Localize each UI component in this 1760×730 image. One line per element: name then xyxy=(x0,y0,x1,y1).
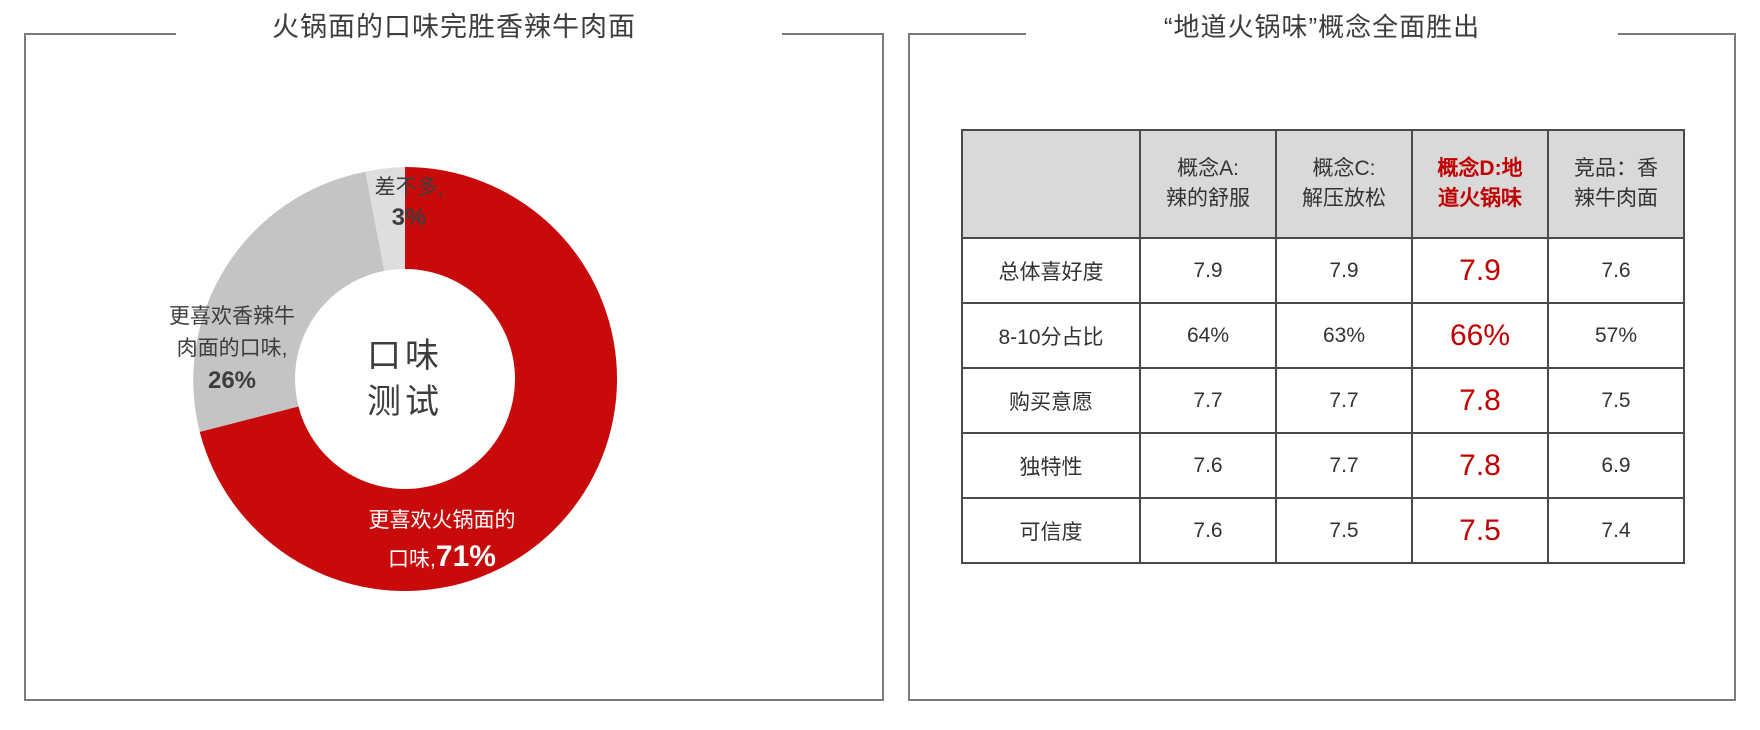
donut-svg xyxy=(193,167,618,591)
table-header-row: 概念A: 辣的舒服 概念C: 解压放松 概念D:地 道火锅味 竞品：香 xyxy=(961,129,1685,239)
panel-border-right xyxy=(1734,33,1736,701)
table-header-concept-a-line1: 概念A: xyxy=(1177,157,1239,180)
cell-overall-liking-a: 7.9 xyxy=(1139,237,1277,304)
cell-believability-competitor: 7.4 xyxy=(1547,497,1685,564)
row-label-overall-liking: 总体喜好度 xyxy=(961,237,1141,304)
table-body: 总体喜好度 7.9 7.9 7.9 7.6 8-10分占比 64% 63% 66… xyxy=(961,237,1685,564)
table-header-concept-c-line2: 解压放松 xyxy=(1302,187,1386,210)
table-header-concept-c-line1: 概念C: xyxy=(1312,157,1376,180)
table-header-concept-d-line1: 概念D:地 xyxy=(1437,157,1523,180)
table-header-concept-d: 概念D:地 道火锅味 xyxy=(1411,129,1549,239)
cell-overall-liking-c: 7.9 xyxy=(1275,237,1413,304)
donut-label-red-row-2: 口味,71% xyxy=(312,539,572,578)
donut-label-gray-text-2: 肉面的口味, xyxy=(176,337,288,360)
panel-border-left xyxy=(908,33,910,701)
panel-border-top-left xyxy=(908,33,1026,35)
table-row: 独特性 7.6 7.7 7.8 6.9 xyxy=(961,432,1685,499)
cell-purchase-intent-d: 7.8 xyxy=(1411,367,1549,434)
right-panel-title: “地道火锅味”概念全面胜出 xyxy=(1163,12,1481,42)
donut-label-red-text-1: 更喜欢火锅面的 xyxy=(368,509,516,532)
row-label-believability: 可信度 xyxy=(961,497,1141,564)
cell-purchase-intent-competitor: 7.5 xyxy=(1547,367,1685,434)
concept-table-wrapper: 概念A: 辣的舒服 概念C: 解压放松 概念D:地 道火锅味 竞品：香 xyxy=(909,129,1737,564)
table-row: 购买意愿 7.7 7.7 7.8 7.5 xyxy=(961,367,1685,434)
panel-border-top-right xyxy=(1618,33,1736,35)
cell-top3-box-d: 66% xyxy=(1411,302,1549,369)
cell-uniqueness-d: 7.8 xyxy=(1411,432,1549,499)
table-row: 8-10分占比 64% 63% 66% 57% xyxy=(961,302,1685,369)
table-header-competitor-line1: 竞品：香 xyxy=(1574,157,1658,180)
row-label-uniqueness: 独特性 xyxy=(961,432,1141,499)
panel-border-top-left xyxy=(24,33,176,35)
right-panel: “地道火锅味”概念全面胜出 概念A: 辣的舒服 概念C: 解 xyxy=(908,12,1737,701)
cell-top3-box-a: 64% xyxy=(1139,302,1277,369)
table-header-corner xyxy=(961,129,1141,239)
table-header-competitor-line2: 辣牛肉面 xyxy=(1574,187,1658,210)
donut-label-gray: 更喜欢香辣牛 肉面的口味, 26% xyxy=(132,301,332,397)
cell-believability-a: 7.6 xyxy=(1139,497,1277,564)
table-header-concept-a-line2: 辣的舒服 xyxy=(1166,187,1250,210)
table-header: 概念A: 辣的舒服 概念C: 解压放松 概念D:地 道火锅味 竞品：香 xyxy=(961,129,1685,239)
donut-label-light-gray-pct: 3% xyxy=(391,204,427,231)
left-panel: 火锅面的口味完胜香辣牛肉面 口味 测试 差不多, 3% 更喜欢香辣牛 xyxy=(24,12,884,701)
donut-label-light-gray: 差不多, 3% xyxy=(324,173,494,233)
cell-believability-c: 7.5 xyxy=(1275,497,1413,564)
donut-hole xyxy=(295,269,515,489)
donut-chart: 口味 测试 差不多, 3% 更喜欢香辣牛 肉面的口味, 26% 更喜欢火锅面的 … xyxy=(24,33,884,701)
panel-border-top-right xyxy=(782,33,884,35)
table-row: 可信度 7.6 7.5 7.5 7.4 xyxy=(961,497,1685,564)
panel-border-bottom xyxy=(24,699,884,701)
cell-purchase-intent-c: 7.7 xyxy=(1275,367,1413,434)
row-label-purchase-intent: 购买意愿 xyxy=(961,367,1141,434)
concept-comparison-table: 概念A: 辣的舒服 概念C: 解压放松 概念D:地 道火锅味 竞品：香 xyxy=(961,129,1685,564)
table-header-concept-a: 概念A: 辣的舒服 xyxy=(1139,129,1277,239)
panel-border-left xyxy=(24,33,26,701)
left-panel-title: 火锅面的口味完胜香辣牛肉面 xyxy=(272,12,636,42)
panel-border-right xyxy=(882,33,884,701)
donut-label-light-gray-text: 差不多, xyxy=(374,176,444,199)
panel-border-bottom xyxy=(908,699,1736,701)
table-header-concept-c: 概念C: 解压放松 xyxy=(1275,129,1413,239)
cell-purchase-intent-a: 7.7 xyxy=(1139,367,1277,434)
donut-label-red-text-2: 口味, xyxy=(388,548,436,571)
table-header-competitor: 竞品：香 辣牛肉面 xyxy=(1547,129,1685,239)
donut-label-red-pct: 71% xyxy=(435,540,496,573)
cell-believability-d: 7.5 xyxy=(1411,497,1549,564)
donut-label-red: 更喜欢火锅面的 口味,71% xyxy=(312,503,572,578)
table-header-concept-d-line2: 道火锅味 xyxy=(1438,187,1522,210)
table-row: 总体喜好度 7.9 7.9 7.9 7.6 xyxy=(961,237,1685,304)
cell-uniqueness-a: 7.6 xyxy=(1139,432,1277,499)
cell-uniqueness-competitor: 6.9 xyxy=(1547,432,1685,499)
row-label-top3-box: 8-10分占比 xyxy=(961,302,1141,369)
cell-top3-box-competitor: 57% xyxy=(1547,302,1685,369)
cell-uniqueness-c: 7.7 xyxy=(1275,432,1413,499)
cell-overall-liking-competitor: 7.6 xyxy=(1547,237,1685,304)
cell-overall-liking-d: 7.9 xyxy=(1411,237,1549,304)
cell-top3-box-c: 63% xyxy=(1275,302,1413,369)
donut-label-gray-pct: 26% xyxy=(207,367,257,394)
donut-label-gray-text-1: 更喜欢香辣牛 xyxy=(169,305,295,328)
